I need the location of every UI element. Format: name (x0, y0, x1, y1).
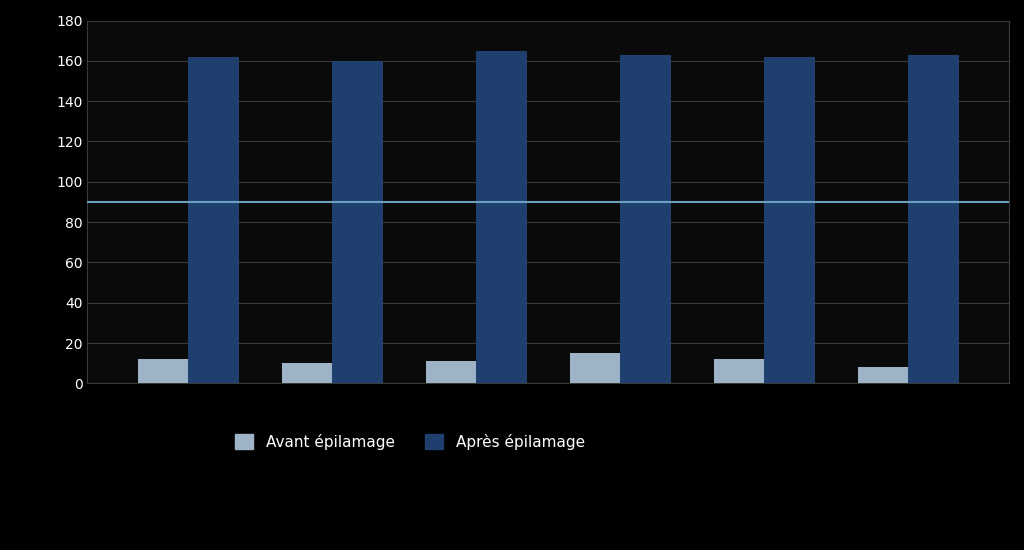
Bar (476, 51, 526, 383)
Bar (764, 57, 814, 383)
Legend: Avant épilamage, Après épilamage: Avant épilamage, Après épilamage (229, 427, 591, 456)
Bar (282, 364, 332, 383)
Bar (332, 61, 383, 383)
Bar (621, 55, 671, 383)
Bar (188, 57, 239, 383)
Bar (569, 353, 621, 383)
Bar (858, 367, 908, 383)
Bar (908, 55, 958, 383)
Bar (714, 359, 764, 383)
Bar (426, 361, 476, 383)
Bar (137, 359, 188, 383)
